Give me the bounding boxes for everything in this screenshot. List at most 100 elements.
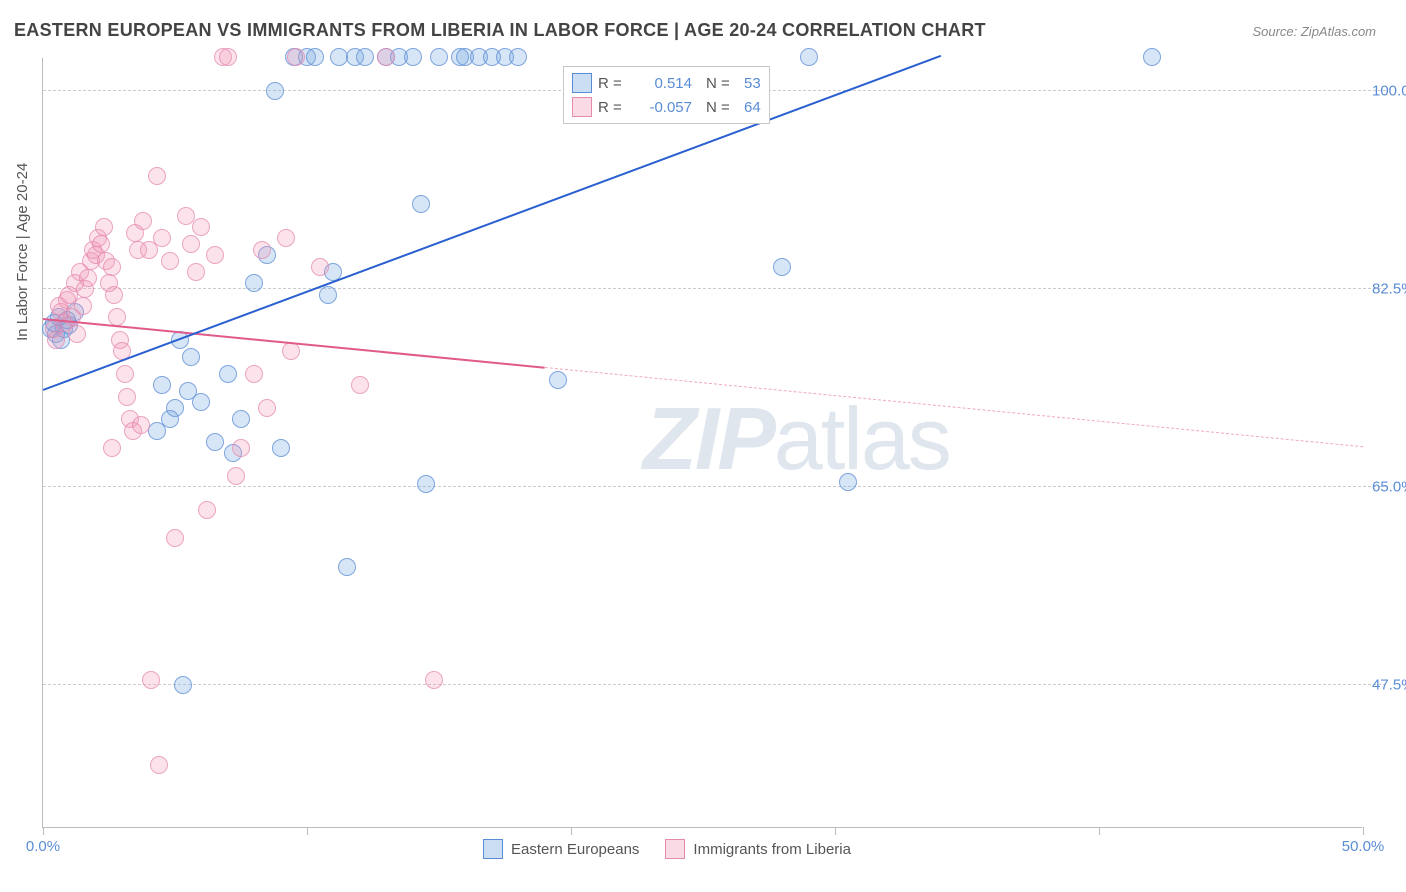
data-point bbox=[287, 48, 305, 66]
x-tick bbox=[1099, 827, 1100, 835]
data-point bbox=[219, 365, 237, 383]
y-tick-label: 100.0% bbox=[1372, 82, 1406, 99]
r-value: -0.057 bbox=[634, 99, 692, 116]
x-tick-label: 0.0% bbox=[26, 838, 60, 855]
data-point bbox=[377, 48, 395, 66]
n-label: N = bbox=[706, 75, 738, 92]
r-value: 0.514 bbox=[634, 75, 692, 92]
regression-line bbox=[43, 55, 941, 391]
x-tick bbox=[307, 827, 308, 835]
data-point bbox=[198, 501, 216, 519]
r-label: R = bbox=[598, 99, 628, 116]
regression-line bbox=[545, 367, 1363, 447]
data-point bbox=[227, 467, 245, 485]
data-point bbox=[412, 195, 430, 213]
data-point bbox=[773, 258, 791, 276]
y-tick-label: 65.0% bbox=[1372, 479, 1406, 496]
data-point bbox=[74, 297, 92, 315]
data-point bbox=[266, 82, 284, 100]
data-point bbox=[192, 393, 210, 411]
x-tick bbox=[835, 827, 836, 835]
data-point bbox=[549, 371, 567, 389]
watermark: ZIPatlas bbox=[643, 388, 950, 490]
data-point bbox=[182, 348, 200, 366]
swatch-pink bbox=[665, 839, 685, 859]
x-tick bbox=[571, 827, 572, 835]
data-point bbox=[356, 48, 374, 66]
data-point bbox=[232, 439, 250, 457]
data-point bbox=[839, 473, 857, 491]
data-point bbox=[68, 325, 86, 343]
data-point bbox=[306, 48, 324, 66]
x-tick bbox=[43, 827, 44, 835]
data-point bbox=[134, 212, 152, 230]
data-point bbox=[258, 399, 276, 417]
data-point bbox=[282, 342, 300, 360]
data-point bbox=[245, 274, 263, 292]
gridline bbox=[43, 486, 1386, 487]
chart-title: EASTERN EUROPEAN VS IMMIGRANTS FROM LIBE… bbox=[14, 20, 986, 41]
data-point bbox=[47, 331, 65, 349]
data-point bbox=[105, 286, 123, 304]
data-point bbox=[116, 365, 134, 383]
gridline bbox=[43, 684, 1386, 685]
swatch-blue bbox=[572, 73, 592, 93]
data-point bbox=[142, 671, 160, 689]
data-point bbox=[174, 676, 192, 694]
data-point bbox=[425, 671, 443, 689]
correlation-legend: R = 0.514 N = 53 R = -0.057 N = 64 bbox=[563, 66, 770, 124]
data-point bbox=[187, 263, 205, 281]
scatter-plot: ZIPatlas 47.5%65.0%82.5%100.0%0.0%50.0%R… bbox=[42, 58, 1362, 828]
data-point bbox=[153, 229, 171, 247]
data-point bbox=[148, 167, 166, 185]
legend-item: Eastern Europeans bbox=[483, 839, 639, 859]
data-point bbox=[182, 235, 200, 253]
legend-label: Eastern Europeans bbox=[511, 841, 639, 858]
data-point bbox=[150, 756, 168, 774]
data-point bbox=[95, 218, 113, 236]
data-point bbox=[800, 48, 818, 66]
data-point bbox=[153, 376, 171, 394]
source-label: Source: ZipAtlas.com bbox=[1252, 24, 1376, 39]
x-tick bbox=[1363, 827, 1364, 835]
legend-item: Immigrants from Liberia bbox=[665, 839, 851, 859]
r-label: R = bbox=[598, 75, 628, 92]
n-value: 53 bbox=[744, 75, 761, 92]
swatch-blue bbox=[483, 839, 503, 859]
data-point bbox=[192, 218, 210, 236]
data-point bbox=[338, 558, 356, 576]
data-point bbox=[161, 252, 179, 270]
gridline bbox=[43, 288, 1386, 289]
data-point bbox=[206, 433, 224, 451]
data-point bbox=[311, 258, 329, 276]
n-label: N = bbox=[706, 99, 738, 116]
data-point bbox=[177, 207, 195, 225]
data-point bbox=[103, 258, 121, 276]
data-point bbox=[404, 48, 422, 66]
swatch-pink bbox=[572, 97, 592, 117]
data-point bbox=[351, 376, 369, 394]
data-point bbox=[272, 439, 290, 457]
data-point bbox=[319, 286, 337, 304]
data-point bbox=[277, 229, 295, 247]
y-axis-title: In Labor Force | Age 20-24 bbox=[14, 163, 31, 341]
data-point bbox=[148, 422, 166, 440]
n-value: 64 bbox=[744, 99, 761, 116]
data-point bbox=[118, 388, 136, 406]
data-point bbox=[219, 48, 237, 66]
legend-label: Immigrants from Liberia bbox=[693, 841, 851, 858]
data-point bbox=[206, 246, 224, 264]
y-tick-label: 47.5% bbox=[1372, 677, 1406, 694]
data-point bbox=[132, 416, 150, 434]
data-point bbox=[245, 365, 263, 383]
data-point bbox=[509, 48, 527, 66]
data-point bbox=[232, 410, 250, 428]
x-tick-label: 50.0% bbox=[1342, 838, 1385, 855]
series-legend: Eastern Europeans Immigrants from Liberia bbox=[483, 839, 851, 859]
data-point bbox=[79, 269, 97, 287]
data-point bbox=[92, 235, 110, 253]
data-point bbox=[1143, 48, 1161, 66]
data-point bbox=[103, 439, 121, 457]
data-point bbox=[253, 241, 271, 259]
data-point bbox=[430, 48, 448, 66]
